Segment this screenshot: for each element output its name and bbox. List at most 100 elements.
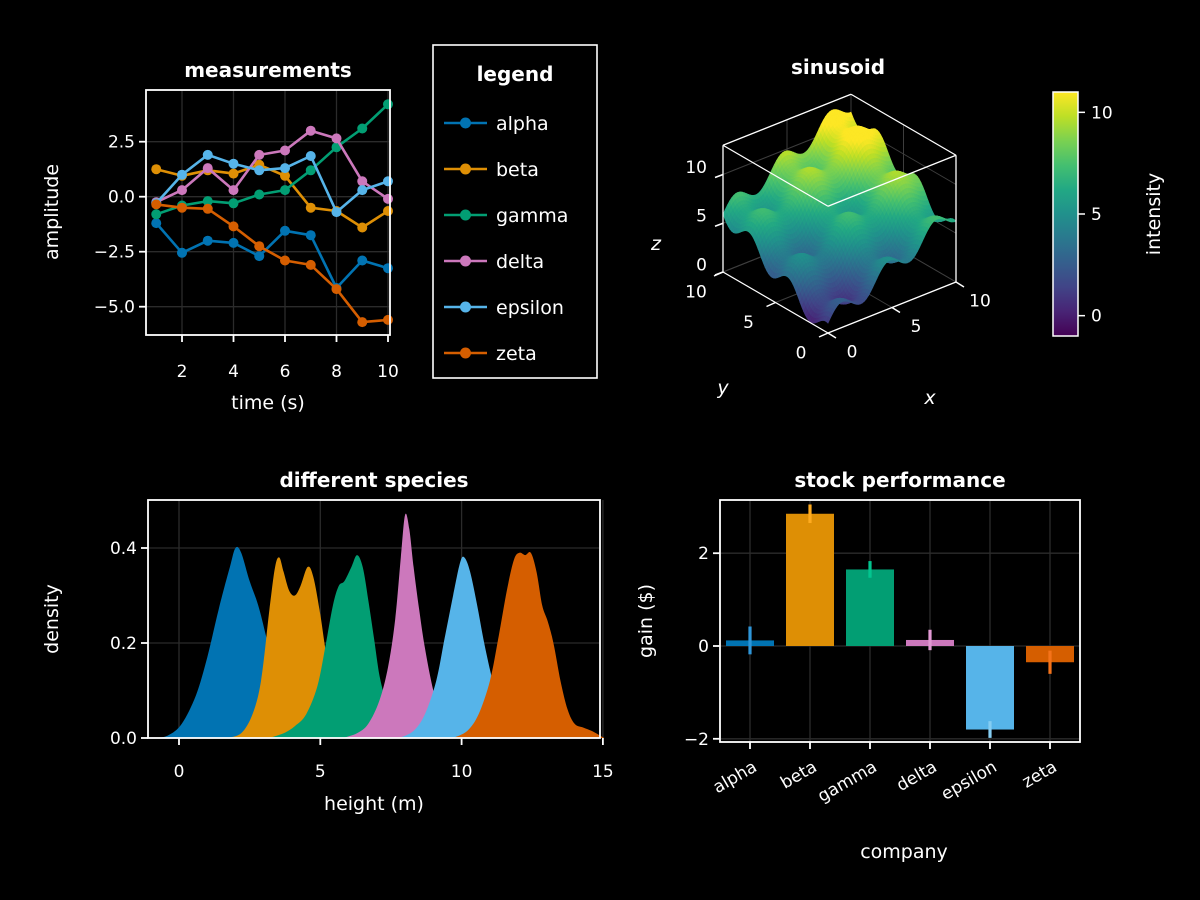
series-marker-beta xyxy=(383,206,393,216)
series-marker-zeta xyxy=(331,284,342,295)
sinusoid-panel: sinusoid 10 5 0 intensity xyxy=(791,55,1165,337)
y-tick-label: −5.0 xyxy=(94,298,135,318)
colorbar-tick-label: 10 xyxy=(1091,103,1113,123)
series-marker-gamma xyxy=(280,185,290,196)
measurements-ylabel: amplitude xyxy=(41,164,63,260)
sinusoid-3d-surface xyxy=(600,80,1020,420)
colorbar-tick-label: 5 xyxy=(1091,205,1102,225)
series-marker-alpha xyxy=(151,218,162,229)
series-marker-zeta xyxy=(202,203,213,214)
series-marker-alpha xyxy=(305,230,316,241)
stocks-ylabel: gain ($) xyxy=(635,584,657,658)
y-tick-label: 0.4 xyxy=(110,539,137,559)
series-marker-zeta xyxy=(383,314,393,325)
x-tick-label: beta xyxy=(777,757,820,793)
series-marker-beta xyxy=(280,170,290,181)
series-marker-alpha xyxy=(383,263,393,274)
colorbar-tick-label: 0 xyxy=(1091,307,1102,327)
x-tick-label: 15 xyxy=(592,762,614,782)
series-marker-delta xyxy=(202,163,213,174)
series-marker-delta xyxy=(305,125,316,136)
legend-marker xyxy=(460,301,471,313)
x-tick-label: 10 xyxy=(451,762,473,782)
series-marker-gamma xyxy=(305,165,316,176)
series-marker-gamma xyxy=(151,209,162,220)
legend-entry-label: delta xyxy=(496,251,544,273)
legend-entry-epsilon: epsilon xyxy=(444,297,564,319)
species-xlabel: height (m) xyxy=(324,793,424,815)
measurements-xlabel: time (s) xyxy=(231,392,305,414)
colorbar-label: intensity xyxy=(1143,173,1165,255)
series-marker-delta xyxy=(357,176,368,187)
colorbar-ticks: 10 5 0 xyxy=(1078,103,1113,327)
series-marker-gamma xyxy=(383,99,393,110)
measurements-series xyxy=(151,99,393,328)
series-marker-gamma xyxy=(228,198,239,209)
series-marker-zeta xyxy=(305,259,316,270)
legend-entry-label: zeta xyxy=(496,343,537,365)
legend-marker xyxy=(460,209,471,221)
legend-entry-label: epsilon xyxy=(496,297,564,319)
legend-marker xyxy=(460,255,471,267)
species-ticks: 0 5 10 15 0.0 0.2 0.4 xyxy=(110,539,614,782)
series-marker-delta xyxy=(254,149,265,160)
series-marker-alpha xyxy=(202,235,213,246)
legend-marker xyxy=(460,117,471,129)
series-marker-epsilon xyxy=(305,151,316,161)
series-marker-zeta xyxy=(254,241,265,252)
species-curves xyxy=(153,513,605,738)
series-marker-beta xyxy=(305,202,316,213)
series-marker-epsilon xyxy=(280,163,290,174)
series-gamma xyxy=(151,99,393,220)
kde-area-zeta xyxy=(453,551,605,738)
legend-entry-alpha: alpha xyxy=(444,113,549,135)
legend-title: legend xyxy=(477,62,554,86)
measurements-chart: 2 4 6 8 10 2.5 0.0 −2.5 −5.0 measurements time (… xyxy=(41,58,399,414)
species-ylabel: density xyxy=(41,584,63,654)
x-tick-label: 6 xyxy=(280,362,291,382)
colorbar: 10 5 0 intensity xyxy=(1052,91,1165,337)
series-marker-alpha xyxy=(228,237,239,248)
colorbar-gradient xyxy=(1052,91,1079,337)
x-tick-label: delta xyxy=(893,757,940,796)
legend-marker xyxy=(460,163,471,175)
legend-entry-gamma: gamma xyxy=(444,205,568,227)
series-marker-epsilon xyxy=(331,207,342,218)
legend-panel: legend alpha beta gamma delta epsilon zeta xyxy=(432,44,598,379)
series-marker-gamma xyxy=(202,196,213,207)
y-tick-label: 0.0 xyxy=(110,729,137,749)
measurements-plot-frame xyxy=(145,89,391,336)
y-tick-label: 2.5 xyxy=(108,133,135,153)
legend-entry-label: alpha xyxy=(496,113,549,135)
series-marker-delta xyxy=(228,185,239,196)
x-tick-label: epsilon xyxy=(938,757,1001,805)
bar-beta xyxy=(786,513,834,646)
y-tick-label: −2.5 xyxy=(94,243,135,263)
y-tick-label: 0 xyxy=(698,637,709,657)
x-tick-label: zeta xyxy=(1019,757,1061,793)
series-marker-alpha xyxy=(177,247,187,258)
series-marker-epsilon xyxy=(357,185,368,196)
series-marker-delta xyxy=(280,145,290,156)
x-tick-label: 5 xyxy=(315,762,326,782)
series-line-delta xyxy=(155,129,389,204)
series-marker-alpha xyxy=(280,225,290,236)
series-marker-epsilon xyxy=(177,169,187,180)
series-marker-zeta xyxy=(280,255,290,266)
sinusoid-title: sinusoid xyxy=(791,55,885,79)
x-tick-label: 8 xyxy=(331,362,342,382)
series-marker-epsilon xyxy=(383,176,393,187)
stocks-gridlines xyxy=(720,500,1080,742)
stocks-bars xyxy=(726,504,1074,738)
series-zeta xyxy=(151,199,393,328)
x-tick-label: gamma xyxy=(814,757,880,807)
kde-area-gamma xyxy=(269,555,411,738)
legend-entry-label: gamma xyxy=(496,205,568,227)
series-marker-zeta xyxy=(177,202,187,213)
series-alpha xyxy=(151,218,393,293)
series-marker-zeta xyxy=(228,221,239,232)
series-marker-epsilon xyxy=(228,158,239,169)
x-tick-label: 10 xyxy=(377,362,399,382)
